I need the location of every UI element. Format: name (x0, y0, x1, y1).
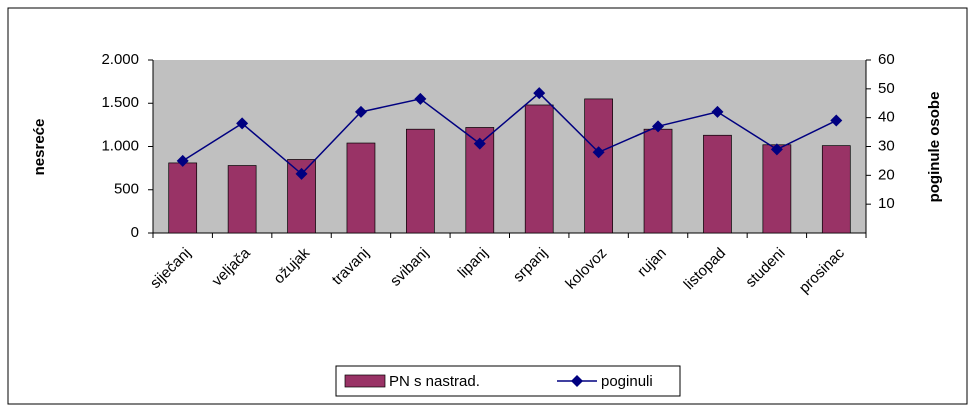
bar (168, 162, 198, 234)
y2-axis-title: poginule osobe (926, 92, 943, 203)
line (182, 92, 837, 175)
bar (584, 98, 613, 234)
bar (703, 134, 732, 234)
legend (335, 365, 681, 397)
legend-swatch (344, 374, 386, 388)
y-tick-label: 0 (131, 224, 139, 241)
marker (770, 143, 783, 156)
plot-area (153, 60, 866, 233)
legend-label: PN s nastrad. (389, 373, 480, 390)
y2-tick-label: 50 (878, 80, 895, 97)
marker (830, 114, 843, 127)
bar (227, 165, 257, 234)
y-tick-label: 2.000 (101, 51, 139, 68)
marker (176, 154, 189, 167)
bar (406, 128, 435, 234)
marker (473, 137, 486, 150)
bar (762, 144, 792, 234)
marker (354, 105, 367, 118)
marker (652, 120, 665, 133)
legend-marker (571, 375, 583, 387)
marker (236, 117, 249, 130)
bar (643, 128, 673, 234)
bar (346, 142, 376, 234)
y-tick-label: 1.000 (101, 137, 139, 154)
marker (414, 92, 427, 105)
y2-tick-label: 20 (878, 166, 895, 183)
y-tick-label: 1.500 (101, 94, 139, 111)
y2-tick-label: 30 (878, 137, 895, 154)
y2-tick-label: 10 (878, 195, 895, 212)
y2-tick-label: 40 (878, 109, 895, 126)
marker (592, 146, 605, 159)
marker (711, 105, 724, 118)
y2-tick-label: 60 (878, 51, 895, 68)
marker (295, 167, 308, 180)
bar (821, 145, 851, 234)
y-tick-label: 500 (114, 181, 139, 198)
bar (524, 104, 554, 234)
marker (533, 87, 546, 100)
legend-label: poginuli (601, 373, 653, 390)
y-axis-title: nesreće (31, 119, 48, 176)
